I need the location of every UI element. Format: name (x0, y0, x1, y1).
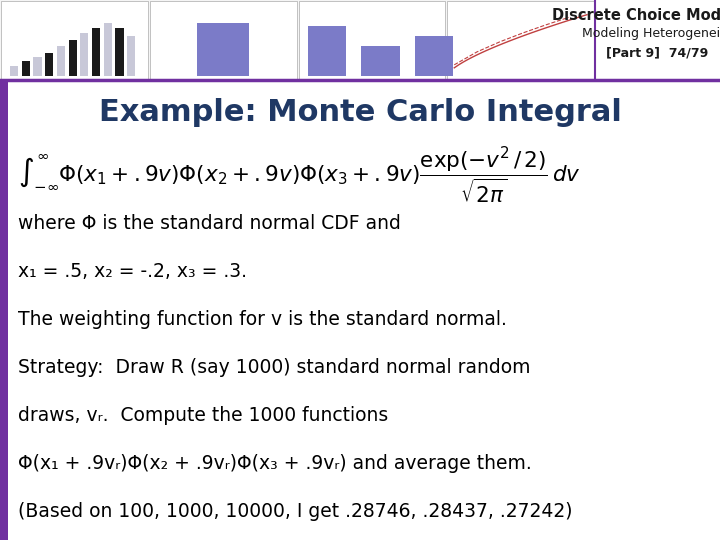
Bar (115, 29, 124, 76)
Text: The weighting function for v is the standard normal.: The weighting function for v is the stan… (18, 310, 507, 329)
Bar (150, 1, 297, 79)
Bar (1, 1, 148, 79)
Bar (68, 39, 77, 76)
Bar (361, 46, 400, 76)
Bar (45, 53, 53, 76)
Bar (127, 36, 135, 76)
Bar (299, 1, 445, 79)
Bar (10, 66, 18, 76)
Bar (415, 36, 454, 76)
Text: Φ(x₁ + .9vᵣ)Φ(x₂ + .9vᵣ)Φ(x₃ + .9vᵣ) and average them.: Φ(x₁ + .9vᵣ)Φ(x₂ + .9vᵣ)Φ(x₃ + .9vᵣ) and… (18, 454, 532, 473)
Text: draws, vᵣ.  Compute the 1000 functions: draws, vᵣ. Compute the 1000 functions (18, 406, 388, 425)
Text: [Part 9]  74/79: [Part 9] 74/79 (606, 46, 708, 59)
Text: Discrete Choice Modeling: Discrete Choice Modeling (552, 8, 720, 23)
Text: $\int_{-\infty}^{\infty} \Phi(x_1 + .9v)\Phi(x_2 + .9v)\Phi(x_3 + .9v)\dfrac{\ma: $\int_{-\infty}^{\infty} \Phi(x_1 + .9v)… (18, 146, 581, 206)
Bar (92, 29, 100, 76)
Bar (595, 0, 720, 80)
Bar (0, 80, 8, 540)
Bar (104, 23, 112, 76)
Bar (80, 33, 89, 76)
Text: Modeling Heterogeneity: Modeling Heterogeneity (582, 27, 720, 40)
Bar (22, 62, 30, 76)
Text: (Based on 100, 1000, 10000, I get .28746, .28437, .27242): (Based on 100, 1000, 10000, I get .28746… (18, 502, 572, 521)
Bar (307, 26, 346, 76)
Bar (57, 46, 65, 76)
Text: Strategy:  Draw R (say 1000) standard normal random: Strategy: Draw R (say 1000) standard nor… (18, 358, 531, 377)
Text: Example: Monte Carlo Integral: Example: Monte Carlo Integral (99, 98, 621, 127)
Text: x₁ = .5, x₂ = -.2, x₃ = .3.: x₁ = .5, x₂ = -.2, x₃ = .3. (18, 262, 247, 281)
Bar (197, 23, 249, 76)
Text: where Φ is the standard normal CDF and: where Φ is the standard normal CDF and (18, 214, 401, 233)
Bar (33, 57, 42, 76)
Bar (447, 1, 594, 79)
Bar (0, 0, 720, 80)
